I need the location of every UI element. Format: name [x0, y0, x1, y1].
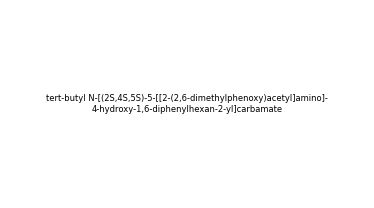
- Text: tert-butyl N-[(2S,4S,5S)-5-[[2-(2,6-dimethylphenoxy)acetyl]amino]-
4-hydroxy-1,6: tert-butyl N-[(2S,4S,5S)-5-[[2-(2,6-dime…: [46, 94, 328, 114]
